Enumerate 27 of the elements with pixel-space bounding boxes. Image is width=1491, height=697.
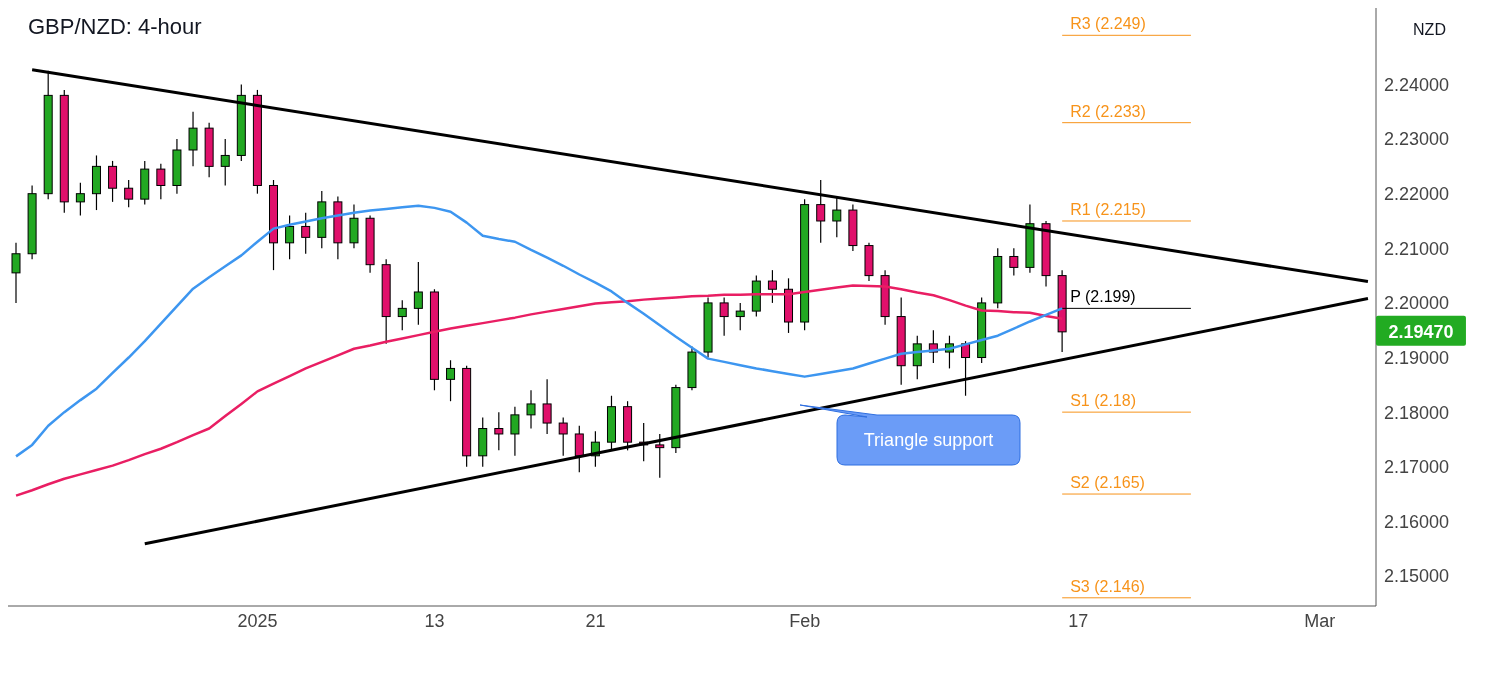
y-tick-label: 2.19000 (1384, 347, 1450, 368)
ref-line-label: R1 (2.215) (1070, 200, 1146, 218)
y-tick-label: 2.20000 (1384, 293, 1450, 314)
y-tick-label: 2.18000 (1384, 402, 1450, 423)
ref-line-label: R2 (2.233) (1070, 102, 1146, 120)
y-tick-label: 2.16000 (1384, 511, 1450, 532)
ref-line-label: R3 (2.249) (1070, 15, 1146, 33)
y-tick-label: 2.24000 (1384, 74, 1450, 95)
x-tick-label: Feb (789, 610, 821, 631)
y-tick-label: 2.17000 (1384, 457, 1450, 478)
x-tick-label: 2025 (237, 610, 278, 631)
ref-line-label: S3 (2.146) (1070, 577, 1145, 595)
x-tick-label: 21 (585, 610, 606, 631)
x-tick-label: 13 (424, 610, 445, 631)
chart-title: GBP/NZD: 4-hour (28, 14, 202, 40)
ref-line-label: S2 (2.165) (1070, 474, 1145, 492)
y-tick-label: 2.22000 (1384, 184, 1450, 205)
y-tick-label: 2.15000 (1384, 566, 1450, 587)
ref-line-label: S1 (2.18) (1070, 392, 1136, 410)
y-tick-label: 2.21000 (1384, 238, 1450, 259)
y-tick-label: 2.23000 (1384, 129, 1450, 150)
x-tick-label: Mar (1304, 610, 1336, 631)
y-axis-title: NZD (1413, 21, 1446, 39)
text: 2.19470 (1388, 321, 1454, 342)
annotation: Triangle support (863, 430, 994, 450)
ref-line-label: P (2.199) (1070, 288, 1136, 306)
x-tick-label: 17 (1068, 610, 1089, 631)
